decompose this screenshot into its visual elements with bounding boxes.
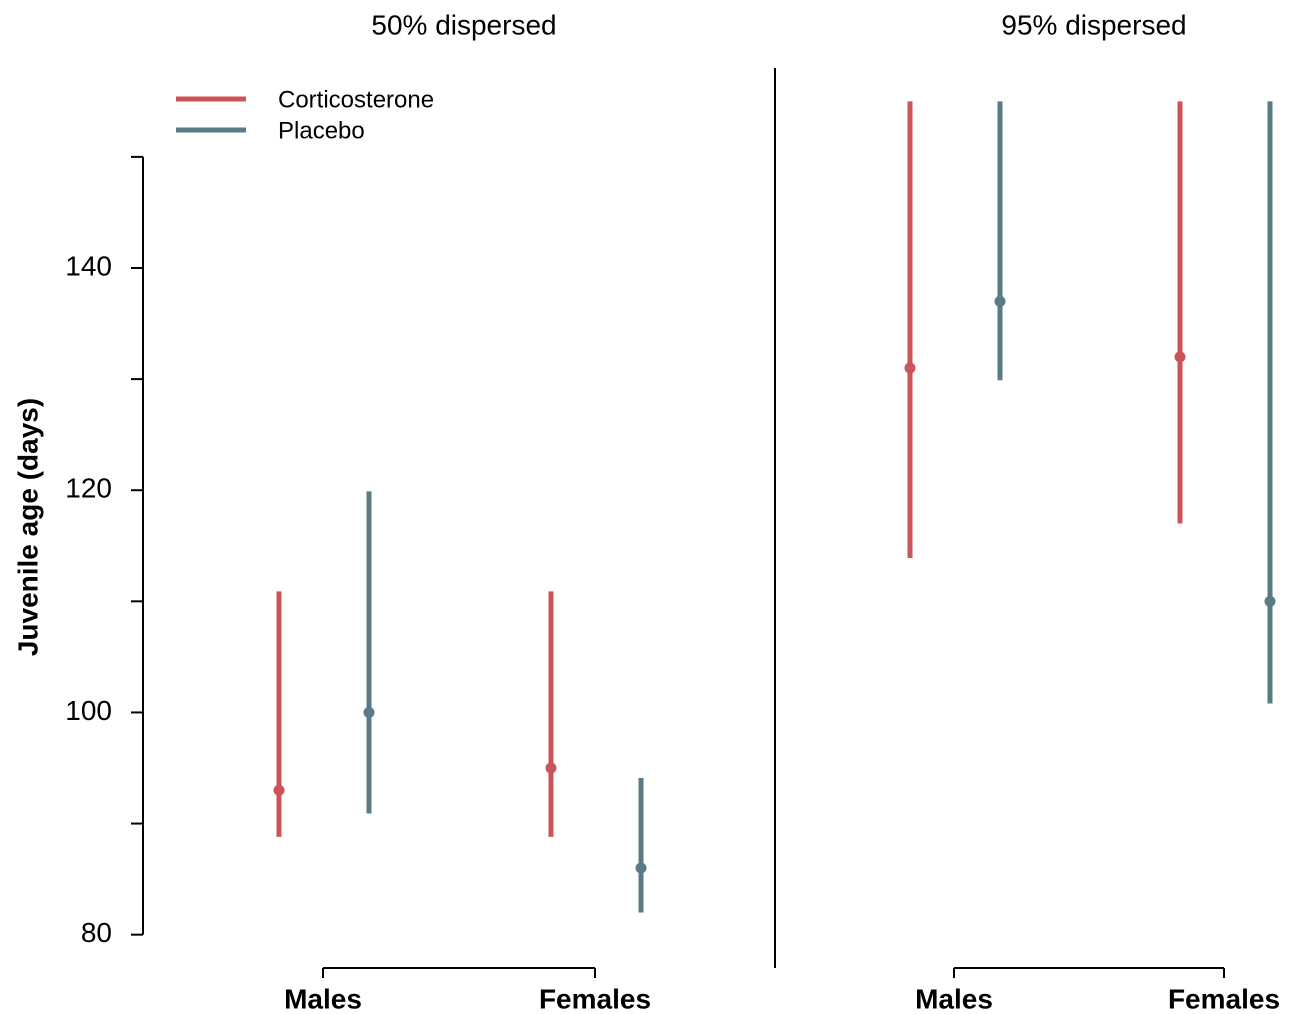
point [273, 784, 285, 796]
point [545, 762, 557, 774]
y-axis-label: Juvenile age (days) [12, 398, 43, 656]
legend-label: Corticosterone [278, 86, 434, 113]
x-tick-label: Males [915, 983, 993, 1014]
point [1264, 595, 1276, 607]
legend-label: Placebo [278, 117, 365, 144]
point [904, 362, 916, 374]
y-tick-label: 120 [65, 473, 112, 504]
x-tick-label: Males [284, 983, 362, 1014]
point [635, 862, 647, 874]
panel-title: 50% dispersed [371, 9, 556, 40]
x-tick-label: Females [1168, 983, 1280, 1014]
y-tick-label: 80 [81, 917, 112, 948]
y-tick-label: 100 [65, 695, 112, 726]
point [1174, 351, 1186, 363]
y-tick-label: 140 [65, 250, 112, 281]
x-tick-label: Females [539, 983, 651, 1014]
point [994, 295, 1006, 307]
point [363, 706, 375, 718]
panel-title: 95% dispersed [1001, 9, 1186, 40]
